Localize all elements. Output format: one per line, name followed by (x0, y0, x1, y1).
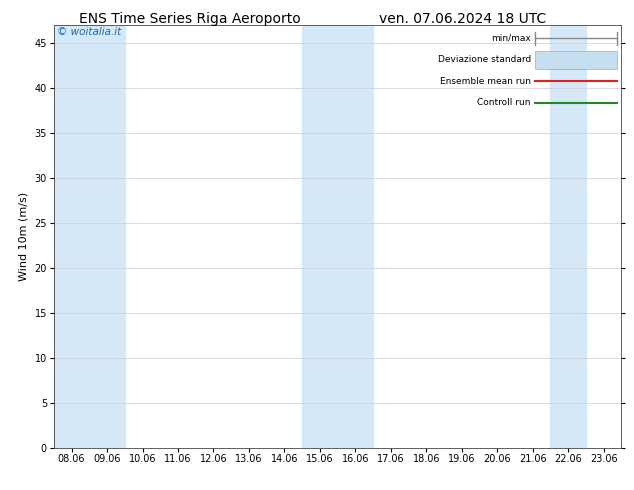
Bar (337, 24, 373, 448)
Y-axis label: Wind 10m (m/s): Wind 10m (m/s) (19, 192, 29, 281)
Text: ven. 07.06.2024 18 UTC: ven. 07.06.2024 18 UTC (379, 12, 547, 26)
Bar (89, 24, 125, 448)
Text: © woitalia.it: © woitalia.it (56, 26, 121, 37)
Bar (302, 24, 337, 448)
Bar (550, 24, 586, 448)
Text: ENS Time Series Riga Aeroporto: ENS Time Series Riga Aeroporto (79, 12, 301, 26)
Bar (54, 24, 89, 448)
